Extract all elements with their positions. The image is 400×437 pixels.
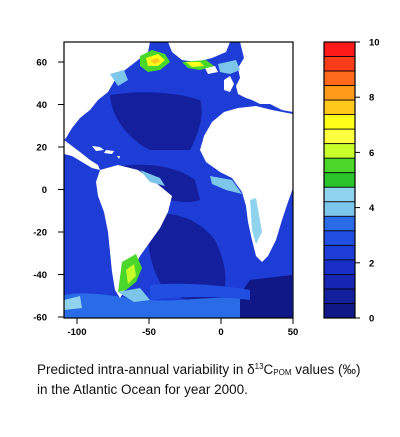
legend-tick-label: 0 <box>369 314 374 325</box>
y-tick-label: -60 <box>33 313 47 324</box>
africa <box>200 106 293 262</box>
x-axis: -100 -50 0 50 <box>67 318 298 338</box>
south-lightblue-patch <box>64 296 82 310</box>
south-america <box>96 165 172 298</box>
norway-sea-lightblue <box>218 60 240 74</box>
deep-ocean-north <box>110 92 202 150</box>
caption-carbon: C <box>263 362 274 377</box>
figure-caption: Predicted intra-annual variability in δ1… <box>37 358 367 398</box>
y-tick-label: 40 <box>36 100 47 111</box>
legend-tick-label: 6 <box>369 148 374 159</box>
land <box>64 42 293 298</box>
y-axis: 60 40 20 0 -20 -40 -60 <box>33 58 64 324</box>
greenland-shelf-orange <box>150 58 160 64</box>
deep-ocean-south <box>148 213 226 302</box>
y-tick-label: -20 <box>33 228 47 239</box>
iceland <box>205 66 218 74</box>
legend-bin <box>323 244 356 261</box>
legend-bin <box>323 85 356 101</box>
legend-bin <box>323 215 356 232</box>
legend-bin <box>323 143 356 159</box>
central-america <box>64 140 100 170</box>
brazil-shelf-lightblue <box>140 170 165 186</box>
legend-bin <box>323 230 356 246</box>
falklands-lightblue <box>118 288 150 302</box>
x-tick-label: -100 <box>67 327 86 338</box>
southern-light-band <box>150 283 250 300</box>
legend-bin <box>323 172 356 188</box>
legend-bin <box>323 128 356 145</box>
y-tick-label: 60 <box>36 58 47 69</box>
deep-ocean-southeast <box>239 275 292 318</box>
guinea-lightblue <box>210 176 242 194</box>
legend-colorbar <box>323 41 356 319</box>
north-america <box>64 42 150 140</box>
legend-bin <box>323 303 356 319</box>
map-frame <box>63 41 294 319</box>
north-atlantic-yellow <box>186 62 204 67</box>
legend-bin <box>323 201 356 217</box>
patagonia-yellow <box>126 264 136 284</box>
y-tick-label: -40 <box>33 270 47 281</box>
legend-bin <box>323 157 356 174</box>
caption-superscript: 13 <box>254 362 264 371</box>
legend-bin <box>323 99 356 116</box>
british-isles <box>224 76 234 92</box>
benguela-lightblue <box>250 198 262 244</box>
legend-tick-label: 10 <box>369 38 380 49</box>
legend-axis: 10 8 6 4 2 0 <box>355 38 380 325</box>
y-tick-label: 0 <box>42 185 47 196</box>
legend-tick-label: 2 <box>369 258 374 269</box>
legend-frame <box>323 41 356 319</box>
map-panel <box>63 41 294 319</box>
europe <box>236 42 293 112</box>
legend-bin <box>323 186 356 203</box>
x-tick-label: 50 <box>288 327 299 338</box>
y-tick-label: 20 <box>36 143 47 154</box>
caption-subscript: POM <box>273 368 292 377</box>
x-tick-label: -50 <box>142 327 156 338</box>
caribbean-islands <box>92 146 120 159</box>
caption-line2: values (‰) in the Atlantic Ocean for yea… <box>37 362 361 397</box>
greenland <box>168 42 230 62</box>
legend-tick-label: 8 <box>369 93 374 104</box>
southern-band <box>64 293 240 318</box>
caption-line1: Predicted intra-annual variability in δ <box>37 362 255 377</box>
legend-tick-label: 4 <box>369 203 375 214</box>
legend-bin <box>323 274 356 290</box>
legend-bin <box>323 41 356 57</box>
legend-bin <box>323 259 356 275</box>
legend-bin <box>323 288 356 304</box>
x-tick-label: 0 <box>218 327 223 338</box>
legend-bin <box>323 70 356 86</box>
north-america-shelf-lightblue <box>110 70 128 86</box>
legend-bin <box>323 114 356 130</box>
legend-bin <box>323 56 356 72</box>
